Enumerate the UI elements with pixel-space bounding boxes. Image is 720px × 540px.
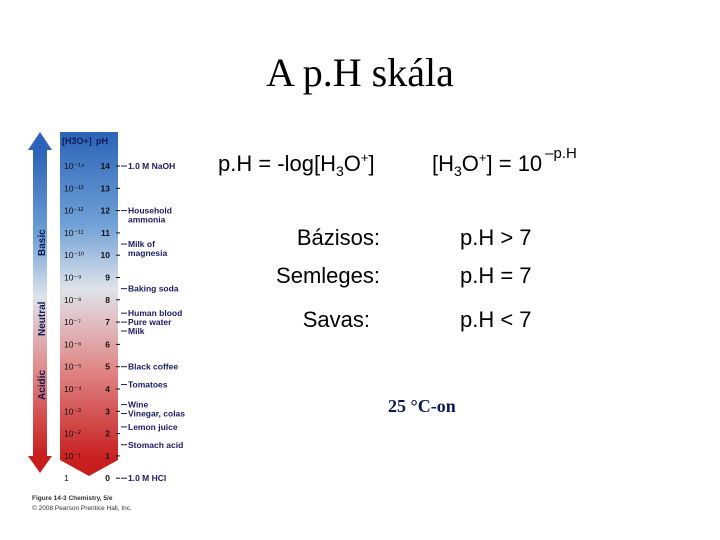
ph-tick-label: 4 <box>105 384 110 394</box>
conc-tick-label: 10⁻⁷ <box>64 317 81 327</box>
basic-label: Bázisos: <box>296 225 380 250</box>
scale-bar-main <box>60 132 118 460</box>
conc-tick-label: 10⁻⁹ <box>64 273 82 283</box>
scale-arrow-down <box>28 456 52 473</box>
example-label: Wine <box>128 400 149 410</box>
scale-main-arrow-tip <box>60 460 118 476</box>
formula-left-subscript: 3 <box>336 163 344 179</box>
ph-tick-label: 0 <box>105 473 110 483</box>
acidic-value: p.H < 7 <box>460 307 532 332</box>
formula-right-suffix: ] = 10 <box>486 151 543 176</box>
ph-tick-label: 9 <box>105 273 110 283</box>
conc-tick-label: 10⁻³ <box>64 406 81 416</box>
conc-tick-label: 10⁻⁵ <box>64 362 81 372</box>
example-label: Black coffee <box>128 362 178 372</box>
ph-tick-label: 10 <box>101 250 111 260</box>
hydronium-concentration-formula: [H3O+] = 10 –p.H <box>432 145 577 184</box>
ph-header: pH <box>96 136 108 146</box>
example-label: ammonia <box>128 215 166 225</box>
example-label: Vinegar, colas <box>128 409 185 419</box>
conc-tick-label: 10⁻² <box>64 429 81 439</box>
acidic-label: Savas: <box>302 307 370 332</box>
formula-right-superscript: + <box>478 150 487 165</box>
ph-tick-label: 14 <box>101 161 111 171</box>
ph-tick-label: 6 <box>105 339 110 349</box>
example-label: Milk <box>128 326 145 336</box>
example-label: 1.0 M HCl <box>128 473 166 483</box>
figure-caption-title: Figure 14-3 Chemistry, 5/e <box>32 495 113 502</box>
formula-right-exponent: –p.H <box>545 145 577 162</box>
ph-tick-label: 13 <box>101 183 111 193</box>
example-label: Stomach acid <box>128 440 183 450</box>
conc-tick-label: 10⁻¹ <box>64 451 81 461</box>
neutral-label: Semleges: <box>276 263 380 288</box>
ph-tick-label: 3 <box>105 406 110 416</box>
side-label-acidic: Acidic <box>37 370 48 400</box>
conc-header: [H3O+] <box>62 136 92 146</box>
ph-scale-figure: [H3O+] pH 10⁻¹⁴ 14 10⁻¹³ 13 10⁻¹² 12 10⁻¹¹ 11 10… <box>28 128 218 520</box>
formula-left-mid: O <box>343 151 361 176</box>
ph-tick-label: 1 <box>105 451 110 461</box>
scale-bar-side <box>33 150 47 456</box>
conc-tick-label: 10⁻¹⁴ <box>64 161 85 171</box>
formula-left-superscript: + <box>360 150 369 165</box>
example-label: Pure water <box>128 317 172 327</box>
temperature-note: 25 °C-on <box>388 396 456 416</box>
ph-tick-label: 11 <box>101 228 110 238</box>
ph-tick-label: 7 <box>105 317 110 327</box>
example-label: magnesia <box>128 248 167 258</box>
ph-tick-label: 2 <box>105 429 110 439</box>
formula-right-subscript: 3 <box>454 163 462 179</box>
formula-left-prefix: p.H = -log[H <box>218 151 336 176</box>
conc-tick-label: 10⁻¹² <box>64 206 84 216</box>
basic-value: p.H > 7 <box>460 225 532 250</box>
example-label: Milk of <box>128 239 155 249</box>
formula-right-mid: O <box>461 151 479 176</box>
ph-tick-label: 8 <box>105 295 110 305</box>
conc-tick-label: 10⁻⁴ <box>64 384 82 394</box>
example-label: Baking soda <box>128 284 179 294</box>
example-label: 1.0 M NaOH <box>128 161 175 171</box>
ph-definition-formula: p.H = -log[H3O+] <box>218 145 375 184</box>
page-title: A p.H skála <box>266 50 454 95</box>
ph-tick-label: 5 <box>105 362 110 372</box>
scale-arrow-up <box>28 132 52 150</box>
formula-left-suffix: ] <box>368 151 375 176</box>
conc-tick-label: 1 <box>64 473 69 483</box>
example-label: Human blood <box>128 308 182 318</box>
example-label: Household <box>128 206 172 216</box>
conc-tick-label: 10⁻¹⁰ <box>64 250 85 260</box>
example-label: Lemon juice <box>128 422 178 432</box>
side-label-basic: Basic <box>37 229 48 256</box>
ph-tick-label: 12 <box>101 206 111 216</box>
figure-caption-copyright: © 2008 Pearson Prentice Hall, Inc. <box>32 505 132 512</box>
side-label-neutral: Neutral <box>37 301 48 336</box>
conc-tick-label: 10⁻¹¹ <box>64 228 84 238</box>
conc-tick-label: 10⁻¹³ <box>64 183 84 193</box>
conc-tick-label: 10⁻⁶ <box>64 339 81 349</box>
conc-tick-label: 10⁻⁸ <box>64 295 82 305</box>
example-label: Tomatoes <box>128 380 168 390</box>
formula-right-prefix: [H <box>432 151 454 176</box>
neutral-value: p.H = 7 <box>460 263 532 288</box>
